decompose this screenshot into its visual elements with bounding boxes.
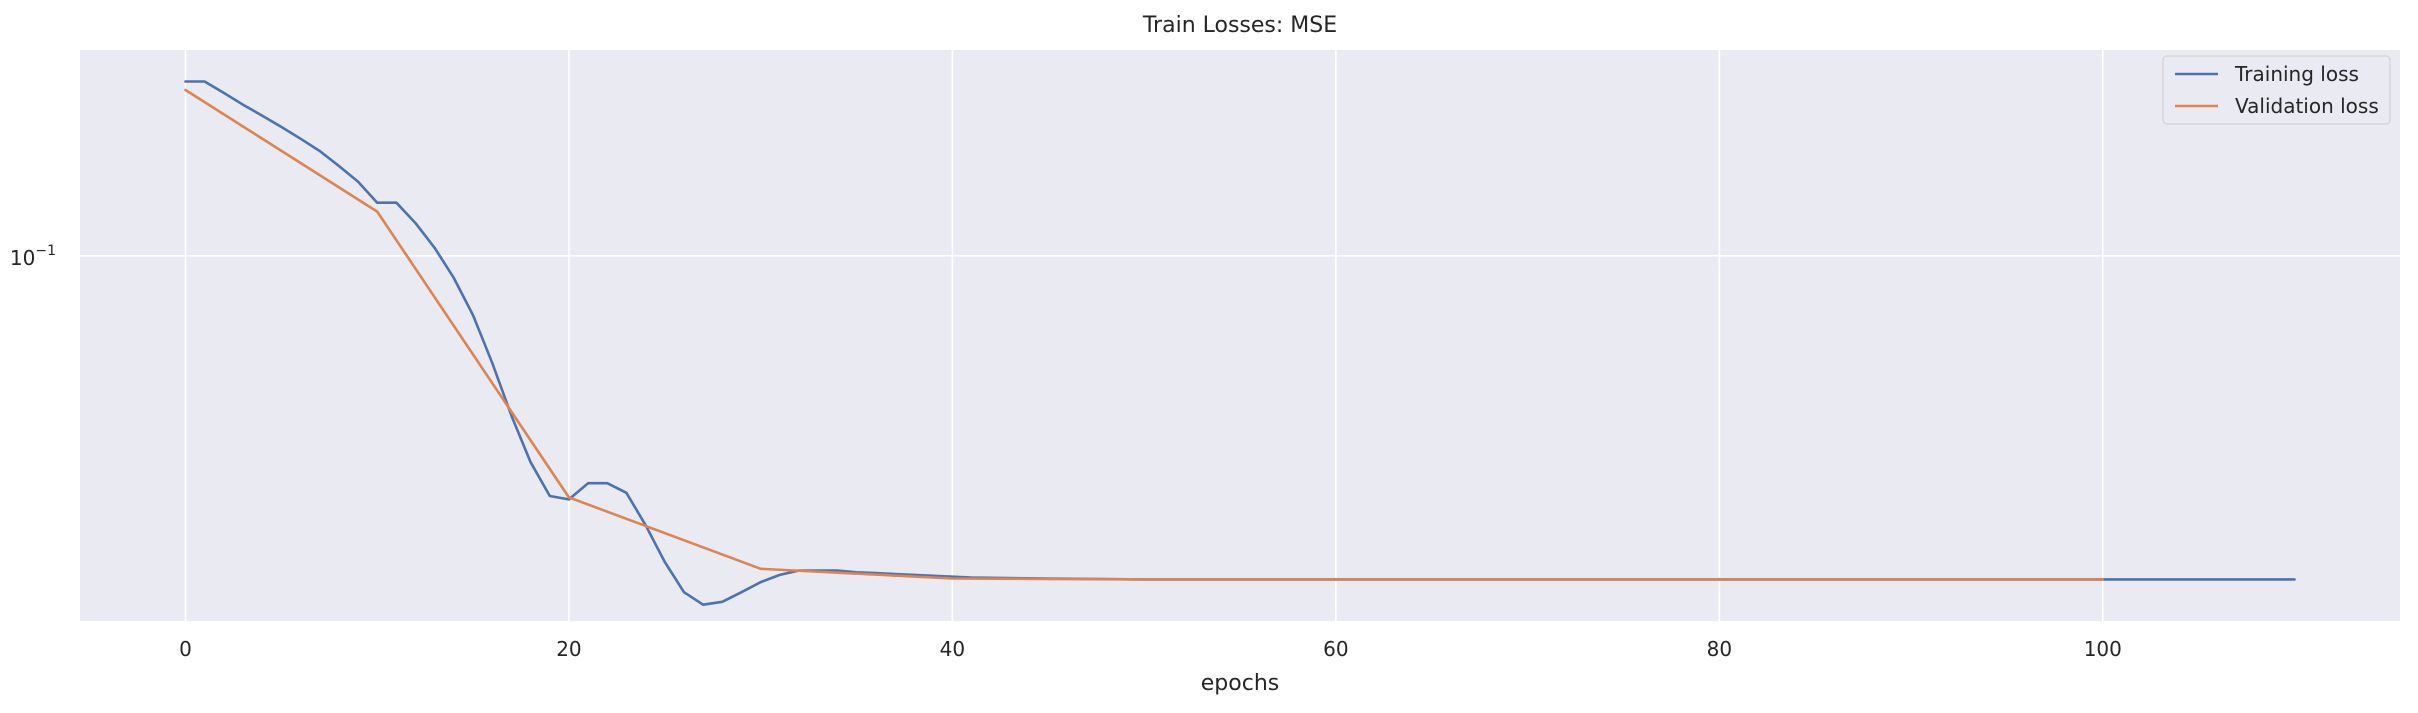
y-tick-labels: 10−1 bbox=[10, 243, 56, 270]
x-tick-label: 20 bbox=[556, 637, 581, 661]
x-tick-label: 0 bbox=[179, 637, 192, 661]
series-lines bbox=[184, 80, 2296, 607]
y-tick-label: 10−1 bbox=[10, 243, 56, 270]
grid-lines bbox=[80, 50, 2400, 621]
plot-background bbox=[80, 50, 2400, 621]
chart-title: Train Losses: MSE bbox=[1142, 13, 1337, 38]
x-tick-label: 40 bbox=[940, 637, 965, 661]
x-tick-label: 80 bbox=[1707, 637, 1732, 661]
x-tick-label: 60 bbox=[1323, 637, 1348, 661]
legend-label-validation-loss: Validation loss bbox=[2235, 94, 2379, 118]
x-axis-label: epochs bbox=[1201, 671, 1279, 696]
x-tick-label: 100 bbox=[2084, 637, 2122, 661]
series-line-validation-loss bbox=[184, 88, 2105, 581]
legend-label-training-loss: Training loss bbox=[2234, 62, 2359, 86]
legend: Training loss Validation loss bbox=[2162, 55, 2391, 125]
legend-box bbox=[2162, 55, 2391, 125]
x-tick-labels: 0 20 40 60 80 100 bbox=[179, 637, 2122, 661]
